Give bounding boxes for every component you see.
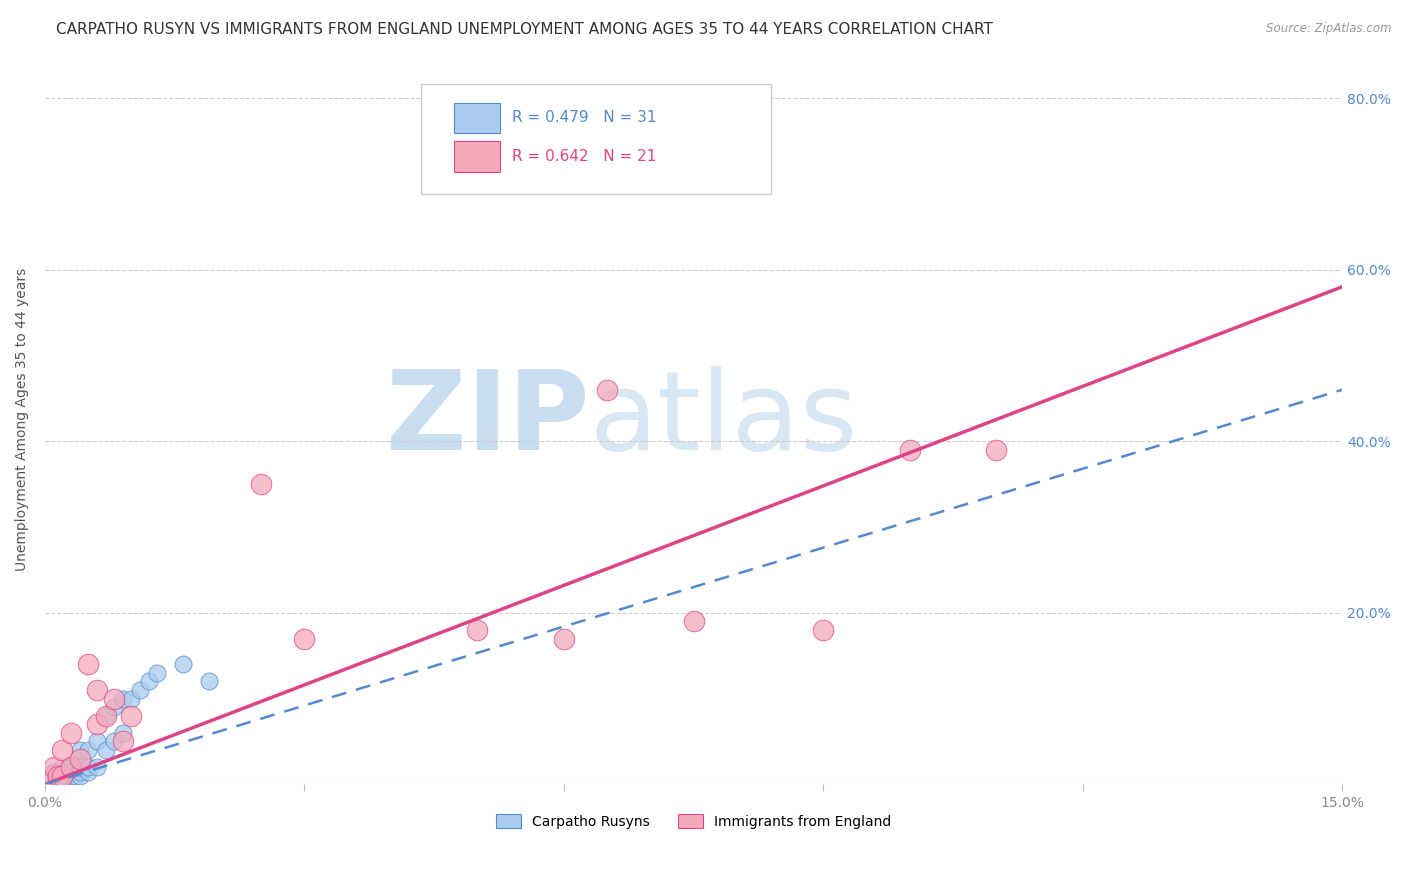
Point <box>69 764 91 779</box>
Point <box>77 760 100 774</box>
Point <box>51 743 73 757</box>
Point <box>120 691 142 706</box>
Point <box>682 615 704 629</box>
FancyBboxPatch shape <box>422 85 772 194</box>
Point <box>596 383 619 397</box>
Text: ZIP: ZIP <box>387 367 591 474</box>
Point <box>46 769 69 783</box>
Point <box>553 632 575 646</box>
Point <box>111 691 134 706</box>
Point <box>59 760 82 774</box>
Point <box>59 760 82 774</box>
Point <box>86 717 108 731</box>
Bar <box>454 141 501 172</box>
Point <box>77 657 100 672</box>
Point <box>198 674 221 689</box>
Point <box>46 769 69 783</box>
Point <box>129 683 152 698</box>
Point <box>86 683 108 698</box>
Point <box>42 764 65 779</box>
Point <box>38 769 60 783</box>
Bar <box>454 103 501 133</box>
Point <box>77 743 100 757</box>
Point <box>59 764 82 779</box>
Point <box>94 708 117 723</box>
Point <box>138 674 160 689</box>
Y-axis label: Unemployment Among Ages 35 to 44 years: Unemployment Among Ages 35 to 44 years <box>15 268 30 572</box>
Point <box>65 769 87 783</box>
Point <box>38 769 60 783</box>
Point <box>55 769 77 783</box>
Point <box>51 769 73 783</box>
Point <box>94 708 117 723</box>
Text: CARPATHO RUSYN VS IMMIGRANTS FROM ENGLAND UNEMPLOYMENT AMONG AGES 35 TO 44 YEARS: CARPATHO RUSYN VS IMMIGRANTS FROM ENGLAN… <box>56 22 993 37</box>
Point <box>120 708 142 723</box>
Point <box>172 657 194 672</box>
Point <box>51 760 73 774</box>
Point <box>294 632 316 646</box>
Point <box>111 726 134 740</box>
Point <box>467 623 489 637</box>
Point <box>42 760 65 774</box>
Point <box>94 743 117 757</box>
Point <box>103 734 125 748</box>
Point <box>69 743 91 757</box>
Text: R = 0.479   N = 31: R = 0.479 N = 31 <box>512 111 657 126</box>
Point <box>86 760 108 774</box>
Point <box>59 726 82 740</box>
Point <box>250 477 273 491</box>
Point <box>86 734 108 748</box>
Point <box>103 691 125 706</box>
Point <box>986 442 1008 457</box>
Text: R = 0.642   N = 21: R = 0.642 N = 21 <box>512 149 657 164</box>
Point <box>69 760 91 774</box>
Point <box>146 665 169 680</box>
Point <box>103 700 125 714</box>
Point <box>111 734 134 748</box>
Point <box>51 769 73 783</box>
Text: atlas: atlas <box>591 367 858 474</box>
Point <box>69 752 91 766</box>
Legend: Carpatho Rusyns, Immigrants from England: Carpatho Rusyns, Immigrants from England <box>489 807 898 836</box>
Point <box>813 623 835 637</box>
Point <box>69 769 91 783</box>
Point <box>898 442 921 457</box>
Text: Source: ZipAtlas.com: Source: ZipAtlas.com <box>1267 22 1392 36</box>
Point <box>59 769 82 783</box>
Point <box>77 764 100 779</box>
